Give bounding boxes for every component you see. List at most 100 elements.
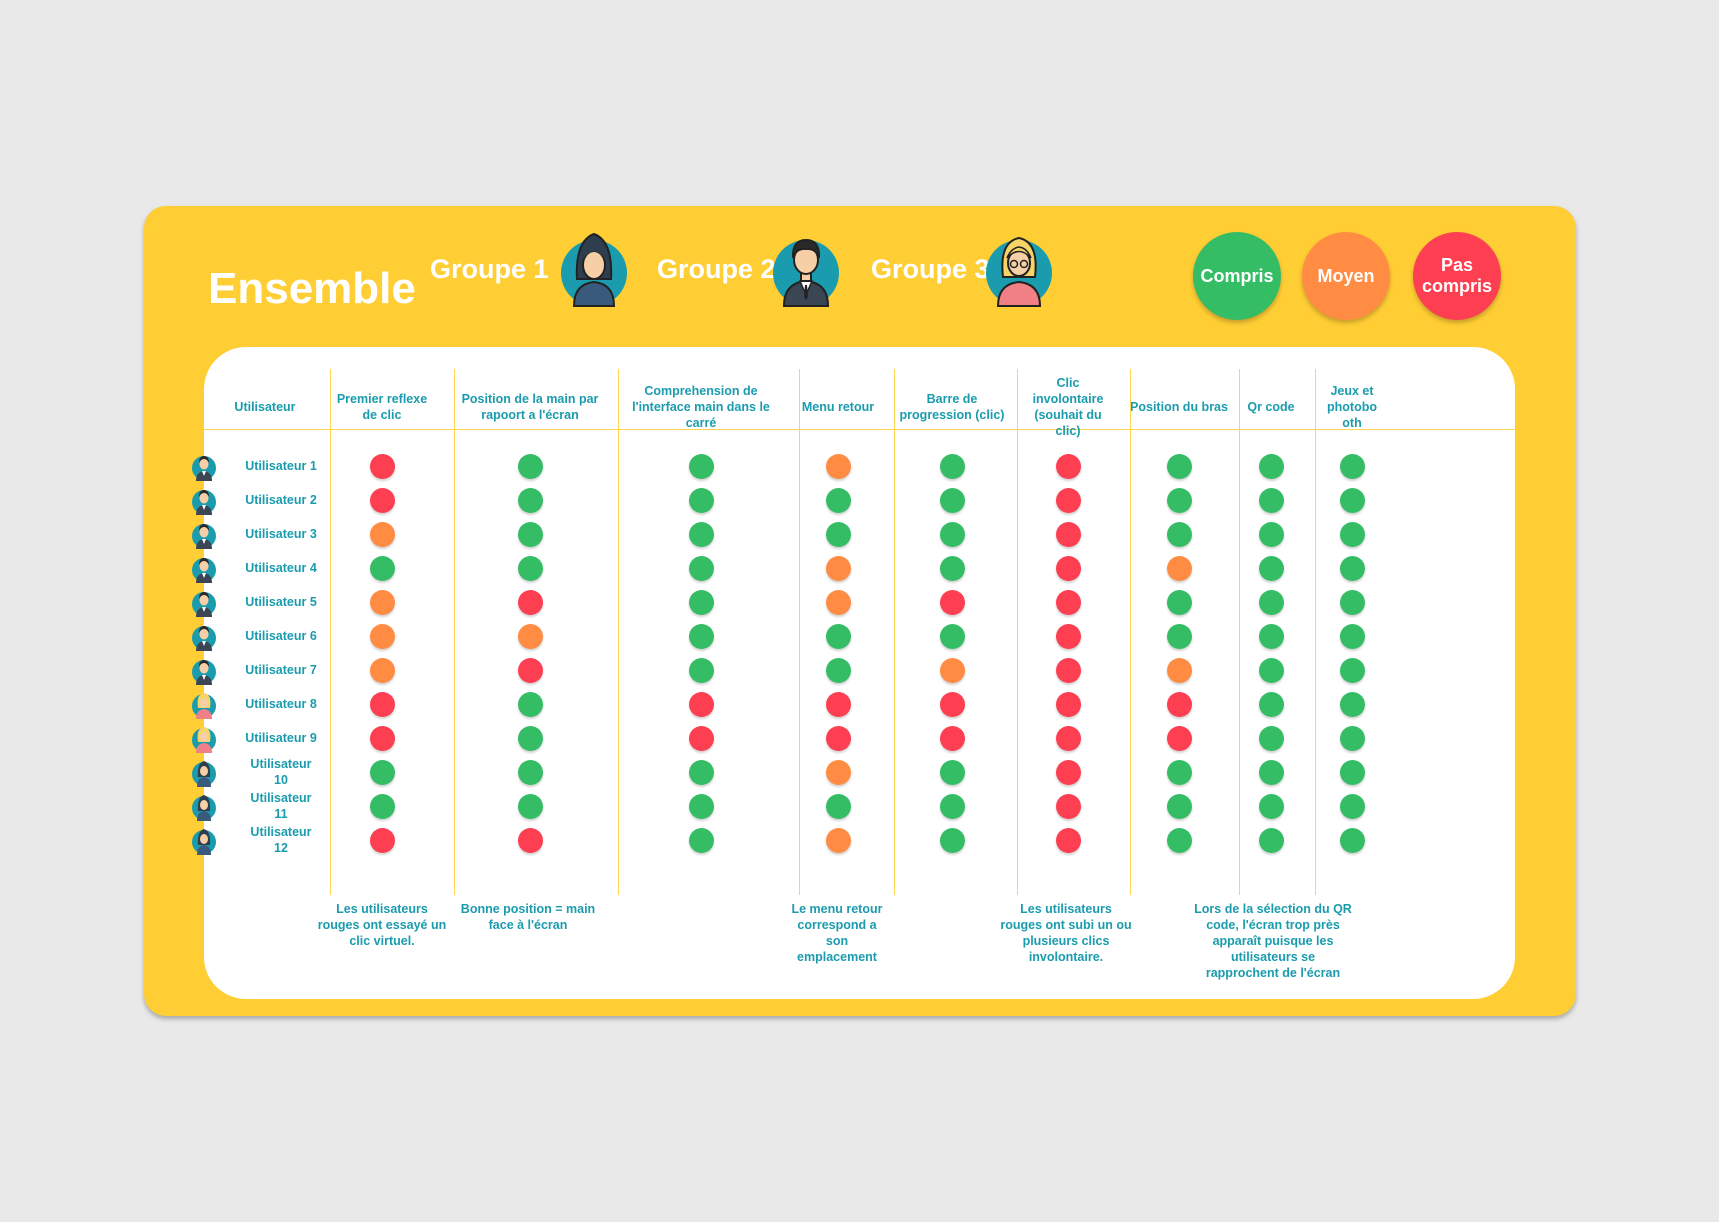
status-dot-jeux-photobooth [1339, 454, 1365, 479]
status-dot-position-main [517, 556, 543, 581]
status-dot-qr-code [1258, 760, 1284, 785]
status-dot-clic-involontaire [1055, 828, 1081, 853]
table-row: Utilisateur 10 [192, 755, 1515, 789]
table-row: Utilisateur 12 [192, 823, 1515, 857]
col-menu-retour-header: Menu retour [801, 400, 875, 414]
status-dot-menu-retour [825, 624, 851, 649]
status-dot-clic-involontaire [1055, 794, 1081, 819]
status-dot-menu-retour [825, 726, 851, 751]
col-qr-code-header: Qr code [1247, 400, 1295, 414]
status-dot-qr-code [1258, 658, 1284, 683]
table-row: Utilisateur 4 [192, 551, 1515, 585]
legend-compris: Compris [1193, 232, 1281, 320]
table-row: Utilisateur 1 [192, 449, 1515, 483]
status-dot-position-bras [1166, 794, 1192, 819]
status-dot-barre-progression [939, 590, 965, 615]
group-3-label: Groupe 3 [871, 254, 990, 284]
col-premier-reflexe-header: Premier reflexe de clic [336, 392, 428, 422]
status-dot-clic-involontaire [1055, 454, 1081, 479]
column-divider [330, 369, 331, 895]
column-note: Lors de la sélection du QR code, l'écran… [1194, 902, 1352, 980]
user-name: Utilisateur 4 [245, 561, 317, 575]
status-dot-premier-reflexe [369, 726, 395, 751]
column-divider [1017, 369, 1018, 895]
user-name: Utilisateur 6 [245, 629, 317, 643]
column-divider [1315, 369, 1316, 895]
status-dot-menu-retour [825, 488, 851, 513]
status-dot-jeux-photobooth [1339, 556, 1365, 581]
user-name: Utilisateur 9 [245, 731, 317, 745]
table-row: Utilisateur 6 [192, 619, 1515, 653]
legend-pas-compris: Pas compris [1413, 232, 1501, 320]
user-name: Utilisateur 3 [245, 527, 317, 541]
blonde-woman-icon [986, 236, 1052, 307]
status-dot-position-main [517, 692, 543, 717]
user-avatar-icon [191, 826, 217, 856]
col-barre-progression-header: Barre de progression (clic) [899, 392, 1005, 422]
user-name: Utilisateur 11 [250, 791, 312, 821]
status-dot-menu-retour [825, 454, 851, 479]
group-1-label: Groupe 1 [430, 254, 549, 284]
col-position-main-header: Position de la main par rapoort a l'écra… [461, 392, 599, 422]
page-title: Ensemble [208, 264, 416, 313]
column-divider [1239, 369, 1240, 895]
status-dot-barre-progression [939, 522, 965, 547]
status-dot-premier-reflexe [369, 760, 395, 785]
status-dot-position-main [517, 454, 543, 479]
status-dot-jeux-photobooth [1339, 828, 1365, 853]
user-avatar-icon [191, 554, 217, 584]
status-dot-position-main [517, 760, 543, 785]
legend-moyen: Moyen [1302, 232, 1390, 320]
user-avatar-icon [191, 588, 217, 618]
status-dot-barre-progression [939, 760, 965, 785]
status-dot-barre-progression [939, 794, 965, 819]
status-dot-qr-code [1258, 590, 1284, 615]
status-dot-qr-code [1258, 624, 1284, 649]
user-avatar-icon [191, 724, 217, 754]
column-note: Bonne position = main face à l'écran [460, 902, 596, 932]
status-dot-premier-reflexe [369, 556, 395, 581]
user-avatar-icon [191, 758, 217, 788]
status-dot-menu-retour [825, 522, 851, 547]
column-divider [1130, 369, 1131, 895]
status-dot-barre-progression [939, 454, 965, 479]
status-dot-jeux-photobooth [1339, 624, 1365, 649]
column-divider [894, 369, 895, 895]
user-name: Utilisateur 7 [245, 663, 317, 677]
status-dot-jeux-photobooth [1339, 794, 1365, 819]
status-dot-menu-retour [825, 760, 851, 785]
status-dot-qr-code [1258, 828, 1284, 853]
status-dot-qr-code [1258, 692, 1284, 717]
status-dot-jeux-photobooth [1339, 760, 1365, 785]
status-dot-premier-reflexe [369, 658, 395, 683]
status-dot-comprehension [688, 454, 714, 479]
column-note: Le menu retour correspond a son emplacem… [791, 902, 883, 964]
status-dot-qr-code [1258, 726, 1284, 751]
user-avatar-icon [191, 622, 217, 652]
user-name: Utilisateur 10 [250, 757, 312, 787]
status-dot-clic-involontaire [1055, 692, 1081, 717]
user-name: Utilisateur 8 [245, 697, 317, 711]
status-dot-jeux-photobooth [1339, 726, 1365, 751]
hoodie-person-icon [561, 232, 627, 307]
user-name: Utilisateur 5 [245, 595, 317, 609]
status-dot-premier-reflexe [369, 692, 395, 717]
status-dot-clic-involontaire [1055, 658, 1081, 683]
user-avatar-icon [191, 690, 217, 720]
status-dot-barre-progression [939, 556, 965, 581]
status-dot-position-main [517, 828, 543, 853]
status-dot-clic-involontaire [1055, 522, 1081, 547]
status-dot-position-bras [1166, 556, 1192, 581]
column-note: Les utilisateurs rouges ont subi un ou p… [1000, 902, 1132, 964]
status-dot-comprehension [688, 556, 714, 581]
status-dot-premier-reflexe [369, 794, 395, 819]
user-avatar-icon [191, 656, 217, 686]
table-row: Utilisateur 11 [192, 789, 1515, 823]
status-dot-barre-progression [939, 726, 965, 751]
status-dot-comprehension [688, 522, 714, 547]
table-row: Utilisateur 8 [192, 687, 1515, 721]
table-row: Utilisateur 2 [192, 483, 1515, 517]
status-dot-menu-retour [825, 794, 851, 819]
user-avatar-icon [191, 520, 217, 550]
status-dot-premier-reflexe [369, 624, 395, 649]
